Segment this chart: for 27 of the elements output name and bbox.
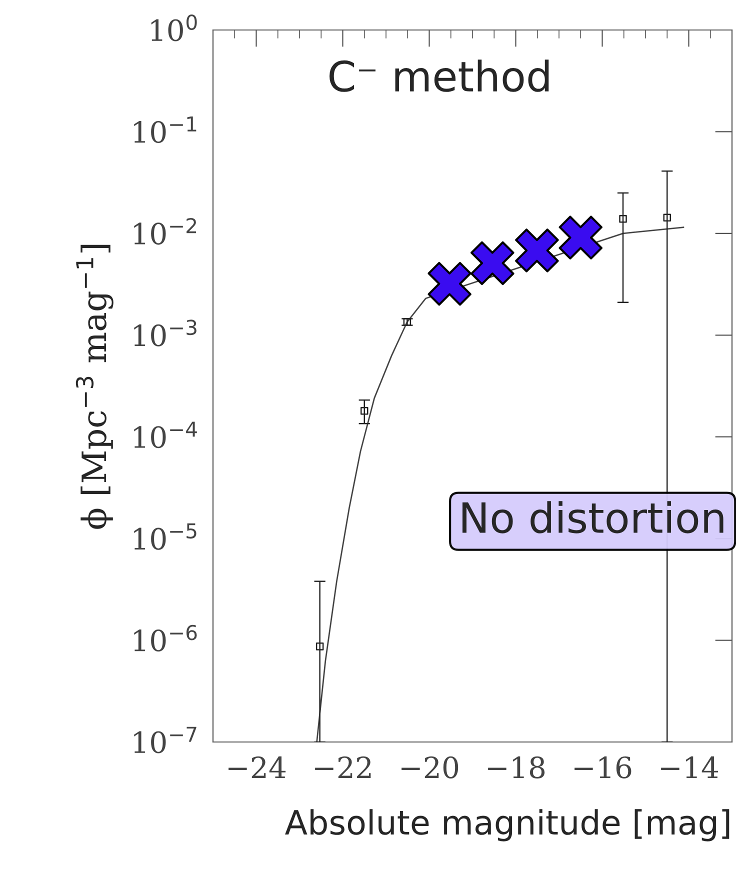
point bbox=[619, 215, 627, 223]
y-tick-label: 10$^{−5}$ bbox=[134, 523, 196, 550]
annotation: C⁻ method bbox=[330, 60, 549, 92]
y-tick-label: 10$^{−3}$ bbox=[134, 320, 196, 346]
x-tick-label: −16 bbox=[574, 756, 632, 778]
y-tick-label: 10$^{−4}$ bbox=[134, 422, 197, 448]
y-tick-label: 10$^{−2}$ bbox=[134, 218, 196, 245]
x-tick-label: −22 bbox=[315, 756, 371, 778]
y-tick-label: 10$^{−7}$ bbox=[134, 726, 196, 754]
y-tick-label: 10$^{−6}$ bbox=[134, 624, 197, 652]
point bbox=[428, 262, 472, 306]
point bbox=[316, 642, 324, 650]
point bbox=[360, 407, 368, 415]
point bbox=[403, 318, 412, 326]
x-axis-title: Absolute magnitude [mag] bbox=[285, 809, 730, 842]
y-axis-title: ϕ [Mpc$^{−3}$ mag$^{−1}$] bbox=[76, 244, 114, 529]
y-tick-label: 10$^{−1}$ bbox=[134, 116, 196, 144]
x-tick-label: −14 bbox=[661, 756, 718, 778]
x-tick-label: −20 bbox=[402, 756, 458, 778]
point bbox=[515, 228, 559, 272]
point bbox=[663, 214, 672, 222]
x-tick-label: −24 bbox=[228, 756, 286, 778]
annotation: No distortion bbox=[462, 501, 724, 534]
x-tick-label: −18 bbox=[488, 756, 545, 778]
point bbox=[470, 241, 514, 286]
point bbox=[558, 216, 603, 260]
y-tick-label: 10$^{0}$ bbox=[151, 14, 197, 42]
